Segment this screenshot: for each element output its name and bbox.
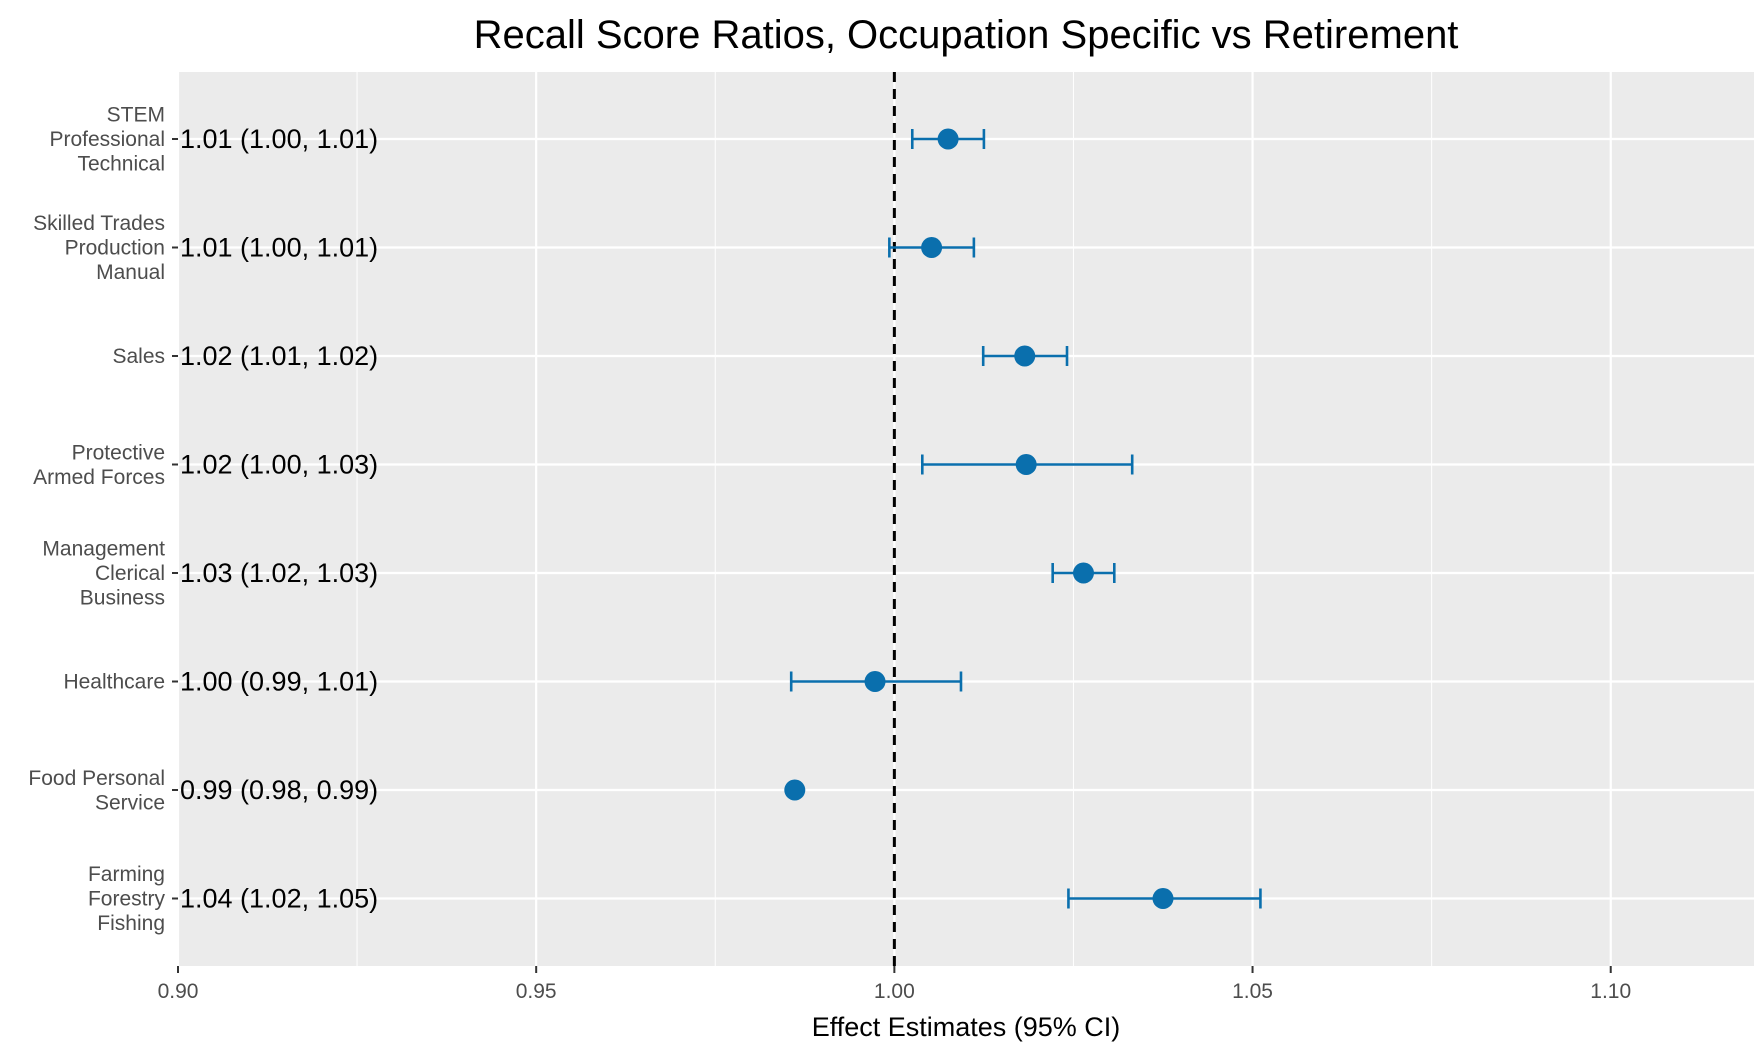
category-label-line: Fishing	[97, 912, 165, 935]
estimate-point	[864, 671, 886, 692]
category-label-line: Management	[42, 538, 165, 561]
x-tick-label: 1.00	[874, 980, 915, 1003]
estimate-label: 1.02 (1.00, 1.03)	[180, 450, 378, 480]
plot-panel	[178, 72, 1754, 966]
estimate-label: 1.04 (1.02, 1.05)	[180, 884, 378, 914]
estimate-points	[784, 128, 1174, 909]
estimate-point	[1015, 454, 1037, 475]
estimate-label: 1.01 (1.00, 1.01)	[180, 124, 378, 154]
estimate-point	[937, 128, 959, 150]
estimate-point	[1072, 562, 1094, 584]
category-label: Sales	[112, 345, 165, 368]
category-label: Food Personal Service	[28, 767, 165, 815]
estimate-point	[1014, 345, 1036, 367]
category-label-line: Service	[95, 791, 165, 814]
x-axis-title: Effect Estimates (95% CI)	[812, 1012, 1121, 1042]
category-label-line: Farming	[88, 863, 165, 886]
category-label: Skilled Trades Production Manual	[33, 212, 165, 284]
category-label-line: Technical	[77, 153, 165, 176]
category-label-line: Manual	[96, 261, 165, 284]
category-label: Management Clerical Business	[42, 538, 165, 610]
category-label-line: Skilled Trades	[33, 212, 165, 235]
category-label-line: Professional	[49, 128, 165, 151]
minor-gridlines	[356, 72, 1433, 966]
category-label: Healthcare	[63, 671, 165, 694]
estimate-label: 1.01 (1.00, 1.01)	[180, 233, 378, 263]
estimate-label: 1.03 (1.02, 1.03)	[180, 558, 378, 588]
x-tick-label: 0.90	[158, 980, 199, 1003]
category-label: Farming Forestry Fishing	[88, 863, 166, 935]
estimate-labels: 1.01 (1.00, 1.01) 1.01 (1.00, 1.01) 1.02 (…	[180, 124, 378, 914]
category-label-line: Healthcare	[63, 671, 165, 694]
x-tick-label: 1.10	[1590, 980, 1631, 1003]
estimate-point	[1152, 888, 1174, 909]
category-label-line: Clerical	[95, 562, 165, 585]
estimate-label: 1.00 (0.99, 1.01)	[180, 667, 378, 697]
category-label: STEM Professional Technical	[49, 104, 165, 176]
estimate-point	[784, 779, 806, 801]
category-label-line: Business	[80, 587, 165, 610]
x-axis: 0.90 0.95 1.00 1.05 1.10	[158, 966, 1631, 1003]
category-label: Protective Armed Forces	[33, 441, 165, 489]
category-label-line: STEM	[107, 104, 165, 127]
category-label-line: Sales	[112, 345, 165, 368]
category-label-line: Food Personal	[28, 767, 165, 790]
estimate-label: 0.99 (0.98, 0.99)	[180, 775, 378, 805]
category-label-line: Protective	[72, 441, 165, 464]
x-tick-label: 1.05	[1232, 980, 1273, 1003]
category-label-line: Production	[65, 237, 165, 260]
category-label-line: Armed Forces	[33, 466, 165, 489]
estimate-point	[921, 237, 943, 258]
estimate-label: 1.02 (1.01, 1.02)	[180, 341, 378, 371]
x-tick-label: 0.95	[516, 980, 557, 1003]
chart-title: Recall Score Ratios, Occupation Specific…	[474, 13, 1459, 57]
category-label-line: Forestry	[88, 888, 166, 911]
